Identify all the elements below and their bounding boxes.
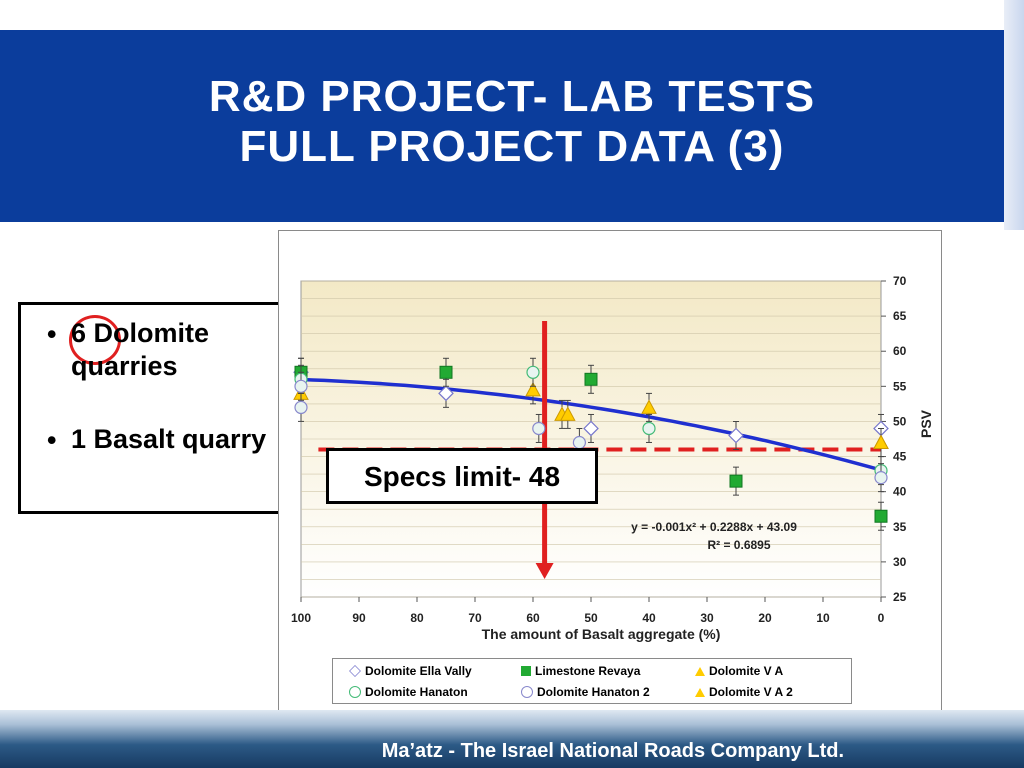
triangle-marker-icon bbox=[695, 687, 705, 697]
data-point bbox=[294, 379, 308, 393]
y-tick-label: 50 bbox=[893, 414, 907, 428]
x-tick-label: 40 bbox=[642, 611, 656, 625]
legend-item: Dolomite Ella Vally bbox=[349, 664, 472, 678]
triangle-marker-icon bbox=[695, 666, 705, 676]
legend-item: Dolomite Hanaton bbox=[349, 685, 468, 699]
x-tick-label: 100 bbox=[291, 611, 311, 625]
data-point bbox=[641, 399, 657, 414]
top-strip bbox=[0, 0, 1024, 31]
legend-label: Dolomite Hanaton 2 bbox=[537, 685, 650, 699]
y-tick-label: 45 bbox=[893, 450, 907, 464]
footer-bar bbox=[0, 710, 1024, 768]
y-tick-label: 35 bbox=[893, 520, 907, 534]
y-tick-label: 55 bbox=[893, 379, 907, 393]
square-marker-icon bbox=[521, 666, 531, 676]
legend-label: Dolomite Ella Vally bbox=[365, 664, 472, 678]
data-point bbox=[874, 471, 888, 485]
header-edge-decoration bbox=[1004, 0, 1024, 230]
data-point bbox=[526, 365, 540, 379]
title-line-1: R&D PROJECT- LAB TESTS bbox=[208, 72, 816, 121]
circle-marker-icon bbox=[521, 686, 533, 698]
data-point bbox=[572, 435, 586, 450]
y-tick-label: 25 bbox=[893, 590, 907, 604]
legend-item: Dolomite V A bbox=[695, 664, 783, 678]
y-tick-label: 65 bbox=[893, 309, 907, 323]
diamond-marker-icon bbox=[349, 665, 361, 677]
data-point bbox=[584, 372, 598, 386]
bullet-dot: • bbox=[47, 319, 57, 349]
title-line-2: FULL PROJECT DATA (3) bbox=[239, 122, 785, 171]
data-point bbox=[532, 421, 546, 436]
data-point bbox=[728, 427, 744, 444]
circle-marker-icon bbox=[349, 686, 361, 698]
chart-legend: Dolomite Ella Vally Limestone Revaya Dol… bbox=[332, 658, 852, 704]
data-point bbox=[642, 421, 656, 436]
bullet-basalt-quarry: 1 Basalt quarry bbox=[71, 424, 267, 454]
x-tick-label: 90 bbox=[352, 611, 366, 625]
slide-title: R&D PROJECT- LAB TESTS FULL PROJECT DATA… bbox=[0, 72, 1024, 172]
title-banner bbox=[0, 30, 1004, 222]
trendline-equation: y = -0.001x² + 0.2288x + 43.09 bbox=[631, 520, 797, 534]
data-point bbox=[559, 406, 576, 421]
r-squared-label: R² = 0.6895 bbox=[707, 538, 770, 552]
data-point bbox=[294, 400, 308, 414]
data-point bbox=[525, 381, 541, 397]
highlight-circle bbox=[69, 315, 121, 365]
y-tick-label: 40 bbox=[893, 485, 907, 499]
x-tick-label: 80 bbox=[410, 611, 424, 625]
y-tick-label: 30 bbox=[893, 555, 907, 569]
x-tick-label: 30 bbox=[700, 611, 714, 625]
bullet-dolomite-quarries: 6 Dolomite quarries bbox=[71, 318, 210, 381]
specs-limit-box: Specs limit- 48 bbox=[326, 448, 598, 504]
bullet-box: • 6 Dolomite quarries • 1 Basalt quarry bbox=[18, 302, 282, 514]
bullet-dot: • bbox=[47, 425, 57, 455]
legend-label: Dolomite Hanaton bbox=[365, 685, 468, 699]
x-tick-label: 20 bbox=[758, 611, 772, 625]
x-tick-label: 0 bbox=[878, 611, 885, 625]
legend-item: Dolomite Hanaton 2 bbox=[521, 685, 650, 699]
footer-company-name: Ma’atz - The Israel National Roads Compa… bbox=[381, 740, 844, 762]
data-point bbox=[439, 365, 453, 379]
legend-item: Limestone Revaya bbox=[521, 664, 640, 678]
arrow-head bbox=[535, 563, 554, 579]
data-point bbox=[729, 474, 743, 488]
x-tick-label: 10 bbox=[816, 611, 830, 625]
x-tick-label: 70 bbox=[468, 611, 482, 625]
data-point bbox=[583, 420, 599, 437]
y-axis-label: PSV bbox=[918, 409, 934, 438]
data-point bbox=[874, 509, 888, 523]
legend-item: Dolomite V A 2 bbox=[695, 685, 793, 699]
legend-label: Limestone Revaya bbox=[535, 664, 641, 678]
specs-limit-label: Specs limit- 48 bbox=[363, 461, 561, 492]
x-tick-label: 60 bbox=[526, 611, 540, 625]
trendline bbox=[300, 377, 882, 472]
data-point bbox=[873, 434, 889, 450]
y-tick-label: 70 bbox=[893, 274, 907, 288]
x-axis-label: The amount of Basalt aggregate (%) bbox=[482, 626, 721, 642]
x-tick-label: 50 bbox=[584, 611, 598, 625]
y-tick-label: 60 bbox=[893, 344, 907, 358]
legend-label: Dolomite V A 2 bbox=[709, 685, 793, 699]
data-point bbox=[438, 385, 454, 402]
legend-label: Dolomite V A bbox=[709, 664, 784, 678]
